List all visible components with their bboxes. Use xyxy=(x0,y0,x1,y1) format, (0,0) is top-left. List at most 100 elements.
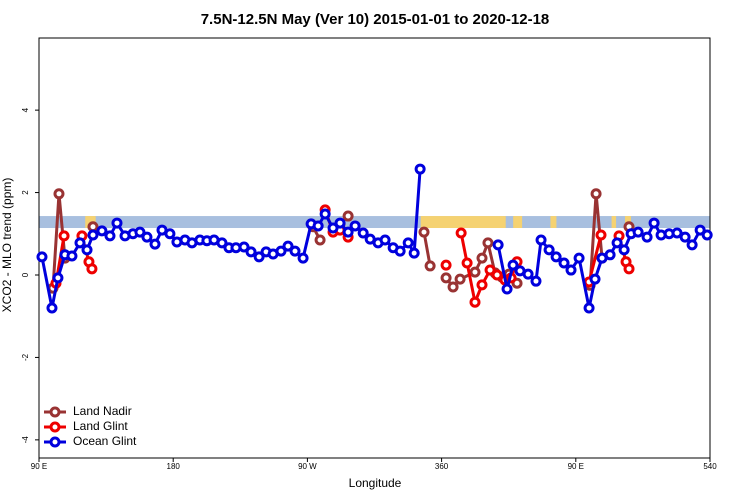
data-point xyxy=(476,252,488,264)
data-point xyxy=(111,217,123,229)
data-point xyxy=(611,237,623,249)
data-point xyxy=(52,272,64,284)
data-point xyxy=(216,237,228,249)
ocean-band xyxy=(39,216,710,229)
data-point xyxy=(476,279,488,291)
data-point xyxy=(245,246,257,258)
x-axis-label: Longitude xyxy=(349,476,402,490)
data-point xyxy=(648,217,660,229)
data-point xyxy=(589,273,601,285)
land-band xyxy=(550,216,557,229)
data-point xyxy=(604,249,616,261)
data-point xyxy=(583,302,595,314)
data-point xyxy=(394,245,406,257)
data-point xyxy=(414,163,426,175)
data-point xyxy=(342,226,354,238)
land-band xyxy=(611,216,617,229)
data-point xyxy=(53,188,65,200)
data-point xyxy=(334,217,346,229)
data-point xyxy=(314,234,326,246)
data-point xyxy=(402,237,414,249)
land-band xyxy=(420,216,506,229)
data-point xyxy=(507,259,519,271)
data-point xyxy=(297,252,309,264)
data-point xyxy=(632,226,644,238)
data-point xyxy=(104,230,116,242)
data-point xyxy=(46,302,58,314)
data-point xyxy=(491,269,503,281)
data-point xyxy=(558,257,570,269)
data-point xyxy=(418,226,430,238)
data-point xyxy=(81,244,93,256)
data-point xyxy=(701,229,713,241)
data-point xyxy=(327,222,339,234)
data-point xyxy=(595,229,607,241)
data-point xyxy=(440,272,452,284)
data-point xyxy=(484,264,496,276)
data-point xyxy=(408,247,420,259)
data-point xyxy=(357,227,369,239)
x-tick-label: 90 E xyxy=(31,462,47,471)
y-axis-label: XCO2 - MLO trend (ppm) xyxy=(0,178,14,313)
y-tick-label: 2 xyxy=(21,190,30,195)
data-point xyxy=(455,227,467,239)
data-point xyxy=(58,230,70,242)
x-tick-label: 360 xyxy=(435,462,449,471)
data-point xyxy=(379,234,391,246)
legend-marker xyxy=(49,436,61,448)
legend-label: Land Glint xyxy=(73,419,128,433)
data-point xyxy=(461,257,473,269)
data-point xyxy=(482,237,494,249)
x-tick-label: 90 W xyxy=(298,462,317,471)
data-point xyxy=(501,283,513,295)
data-point xyxy=(349,220,361,232)
y-tick-label: 0 xyxy=(21,272,30,277)
y-tick-label: -2 xyxy=(21,353,30,361)
y-tick-label: -4 xyxy=(21,436,30,444)
data-point xyxy=(342,210,354,222)
data-point xyxy=(565,264,577,276)
data-point xyxy=(66,250,78,262)
data-point xyxy=(238,241,250,253)
data-point xyxy=(87,229,99,241)
data-point xyxy=(543,244,555,256)
data-point xyxy=(671,227,683,239)
data-point xyxy=(447,281,459,293)
data-point xyxy=(275,245,287,257)
data-point xyxy=(535,234,547,246)
data-point xyxy=(134,226,146,238)
data-point xyxy=(96,225,108,237)
legend-label: Land Nadir xyxy=(73,404,132,418)
data-point xyxy=(282,240,294,252)
data-point xyxy=(623,263,635,275)
x-tick-label: 90 E xyxy=(568,462,584,471)
data-point xyxy=(590,188,602,200)
data-point xyxy=(522,268,534,280)
data-point xyxy=(74,237,86,249)
data-point xyxy=(492,239,504,251)
data-point xyxy=(253,251,265,263)
legend-label: Ocean Glint xyxy=(73,434,137,448)
chart-title: 7.5N-12.5N May (Ver 10) 2015-01-01 to 20… xyxy=(201,11,550,28)
data-point xyxy=(679,231,691,243)
data-point xyxy=(618,244,630,256)
x-tick-label: 180 xyxy=(167,462,181,471)
data-point xyxy=(149,238,161,250)
data-point xyxy=(469,296,481,308)
data-point xyxy=(164,228,176,240)
data-point xyxy=(86,263,98,275)
data-point xyxy=(641,231,653,243)
data-point xyxy=(530,275,542,287)
data-point xyxy=(289,245,301,257)
data-point xyxy=(312,220,324,232)
data-point xyxy=(573,252,585,264)
legend-marker xyxy=(49,421,61,433)
y-tick-label: 4 xyxy=(21,107,30,112)
data-point xyxy=(454,273,466,285)
data-point xyxy=(424,260,436,272)
data-point xyxy=(141,231,153,243)
data-point xyxy=(550,251,562,263)
plot-frame xyxy=(38,37,711,459)
legend-marker xyxy=(49,406,61,418)
